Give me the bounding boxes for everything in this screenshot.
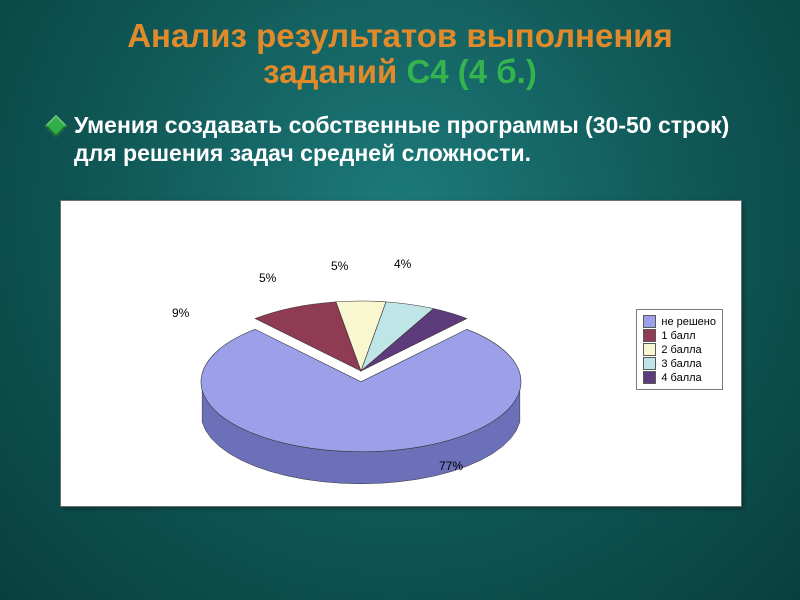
legend-label: 1 балл: [661, 330, 695, 342]
bullet-text: Умения создавать собственные программы (…: [74, 112, 752, 167]
bullet-item: Умения создавать собственные программы (…: [48, 112, 752, 167]
pie-chart-container: не решено 1 балл 2 балла 3 балла 4 балла 77%…: [60, 200, 742, 507]
slide-title: Анализ результатов выполнения заданий С4…: [40, 18, 760, 91]
slide: Анализ результатов выполнения заданий С4…: [0, 0, 800, 600]
legend-swatch-icon: [643, 357, 656, 370]
slice-label-0: 77%: [439, 459, 463, 473]
legend-swatch-icon: [643, 371, 656, 384]
legend-row-2: 2 балла: [643, 343, 716, 356]
legend-label: 2 балла: [661, 344, 701, 356]
chart-legend: не решено 1 балл 2 балла 3 балла 4 балла: [636, 309, 723, 390]
title-line-2a: заданий: [263, 53, 406, 90]
legend-row-4: 4 балла: [643, 371, 716, 384]
title-line-2b: С4 (4 б.): [406, 53, 536, 90]
legend-label: 4 балла: [661, 372, 701, 384]
legend-row-1: 1 балл: [643, 329, 716, 342]
slice-label-2: 5%: [259, 271, 276, 285]
legend-row-0: не решено: [643, 315, 716, 328]
slice-label-4: 4%: [394, 257, 411, 271]
legend-swatch-icon: [643, 329, 656, 342]
slice-label-3: 5%: [331, 259, 348, 273]
legend-swatch-icon: [643, 315, 656, 328]
slice-label-1: 9%: [172, 306, 189, 320]
title-line-2: заданий С4 (4 б.): [40, 54, 760, 90]
diamond-bullet-icon: [45, 115, 68, 138]
legend-label: 3 балла: [661, 358, 701, 370]
legend-swatch-icon: [643, 343, 656, 356]
title-line-1: Анализ результатов выполнения: [40, 18, 760, 54]
legend-row-3: 3 балла: [643, 357, 716, 370]
legend-label: не решено: [661, 316, 716, 328]
